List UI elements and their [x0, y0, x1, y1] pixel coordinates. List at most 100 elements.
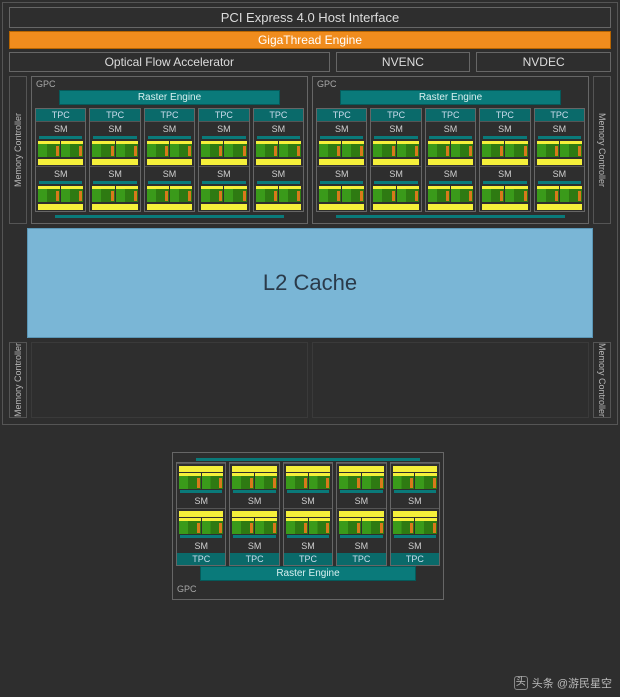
raster-engine: Raster Engine	[340, 90, 561, 105]
sm-dispatch-bar	[483, 181, 526, 184]
tpc-row: TPCSMSMTPCSMSMTPCSMSMTPCSMSMTPCSMSM	[316, 108, 585, 212]
sm-label: SM	[200, 168, 247, 180]
sm: SM	[36, 121, 85, 166]
cuda-core-column	[255, 473, 277, 489]
sm-label: SM	[255, 168, 302, 180]
watermark-text: 头条 @游民星空	[532, 675, 612, 691]
cuda-core-column	[560, 186, 582, 202]
cuda-core-column	[286, 518, 308, 534]
sm-label: SM	[37, 168, 84, 180]
sm-dispatch-bar	[202, 181, 245, 184]
sm-l1-cache-bar	[339, 511, 383, 517]
sm-l1-cache-bar	[286, 511, 330, 517]
sm-core-columns	[428, 186, 473, 202]
tpc-label: TPC	[230, 553, 278, 565]
cuda-core-column	[202, 518, 224, 534]
gpc-label: GPC	[316, 79, 585, 90]
cuda-core-column	[537, 141, 559, 157]
sm-l1-cache-bar	[482, 159, 527, 165]
sm-label: SM	[318, 168, 365, 180]
watermark: 头 头条 @游民星空	[514, 675, 612, 691]
sm-core-columns	[537, 186, 582, 202]
watermark-icon: 头	[514, 676, 528, 690]
sm: SM	[426, 166, 475, 211]
sm-label: SM	[481, 168, 528, 180]
gpu-block-diagram: PCI Express 4.0 Host Interface GigaThrea…	[2, 2, 618, 425]
sm-dispatch-bar	[233, 535, 275, 538]
cuda-core-column	[61, 141, 83, 157]
sm-l1-cache-bar	[319, 159, 364, 165]
gigathread-engine: GigaThread Engine	[9, 31, 611, 49]
tpc-label: TPC	[90, 109, 139, 121]
cuda-core-column	[224, 186, 246, 202]
sm-core-columns	[319, 141, 364, 157]
raster-engine: Raster Engine	[59, 90, 280, 105]
sm: SM	[391, 463, 439, 508]
cuda-core-column	[362, 473, 384, 489]
memory-controller-right-top: Memory Controller	[593, 76, 611, 224]
cuda-core-column	[232, 518, 254, 534]
tpc: TPCSMSM	[316, 108, 367, 212]
tpc: TPCSMSM	[336, 462, 386, 566]
sm: SM	[535, 121, 584, 166]
sm-core-columns	[232, 473, 276, 489]
cuda-core-column	[339, 473, 361, 489]
sm-label: SM	[285, 540, 331, 552]
tpc-label: TPC	[371, 109, 420, 121]
sm-label: SM	[146, 123, 193, 135]
memory-controller-left-bottom: Memory Controller	[9, 342, 27, 418]
sm-core-columns	[256, 141, 301, 157]
sm-label: SM	[392, 540, 438, 552]
cuda-core-column	[147, 141, 169, 157]
sm-label: SM	[392, 495, 438, 507]
tpc-label: TPC	[535, 109, 584, 121]
empty-die-region	[31, 342, 308, 418]
sm-dispatch-bar	[394, 490, 436, 493]
sm-label: SM	[536, 123, 583, 135]
die-layout-grid: Memory Controller GPC Raster Engine TPCS…	[9, 76, 611, 418]
sm-core-columns	[38, 186, 83, 202]
gpc-label: GPC	[35, 79, 304, 90]
sm-dispatch-bar	[320, 181, 363, 184]
cuda-core-column	[505, 141, 527, 157]
cuda-core-column	[342, 186, 364, 202]
cuda-core-column	[255, 518, 277, 534]
sm-dispatch-bar	[538, 136, 581, 139]
cuda-core-column	[537, 186, 559, 202]
sm-label: SM	[427, 123, 474, 135]
cuda-core-column	[505, 186, 527, 202]
sm-core-columns	[147, 141, 192, 157]
sm-dispatch-bar	[180, 535, 222, 538]
sm-l1-cache-bar	[393, 511, 437, 517]
cuda-core-column	[339, 518, 361, 534]
tpc: TPCSMSM	[198, 108, 249, 212]
gpc-1: GPC Raster Engine TPCSMSMTPCSMSMTPCSMSMT…	[312, 76, 589, 224]
sm-label: SM	[255, 123, 302, 135]
tpc: TPCSMSM	[425, 108, 476, 212]
gpc-label: GPC	[176, 584, 440, 595]
cuda-core-column	[116, 141, 138, 157]
tpc: TPCSMSM	[144, 108, 195, 212]
sm-l1-cache-bar	[147, 204, 192, 210]
cuda-core-column	[482, 141, 504, 157]
sm-core-columns	[201, 186, 246, 202]
sm-core-columns	[256, 186, 301, 202]
sm-label: SM	[37, 123, 84, 135]
cuda-core-column	[286, 473, 308, 489]
sm-l1-cache-bar	[428, 159, 473, 165]
sm-dispatch-bar	[93, 136, 136, 139]
sm-dispatch-bar	[340, 490, 382, 493]
tpc-row: TPCSMSMTPCSMSMTPCSMSMTPCSMSMTPCSMSM	[35, 108, 304, 212]
sm-l1-cache-bar	[92, 159, 137, 165]
pci-host-interface: PCI Express 4.0 Host Interface	[9, 7, 611, 28]
cuda-core-column	[397, 141, 419, 157]
sm-dispatch-bar	[180, 490, 222, 493]
cuda-core-column	[482, 186, 504, 202]
cuda-core-column	[319, 186, 341, 202]
cuda-core-column	[256, 141, 278, 157]
tpc-row: TPCSMSMTPCSMSMTPCSMSMTPCSMSMTPCSMSM	[176, 462, 440, 566]
sm-label: SM	[231, 540, 277, 552]
cuda-core-column	[373, 186, 395, 202]
gpc-interconnect-bar	[336, 215, 565, 218]
sm-dispatch-bar	[233, 490, 275, 493]
